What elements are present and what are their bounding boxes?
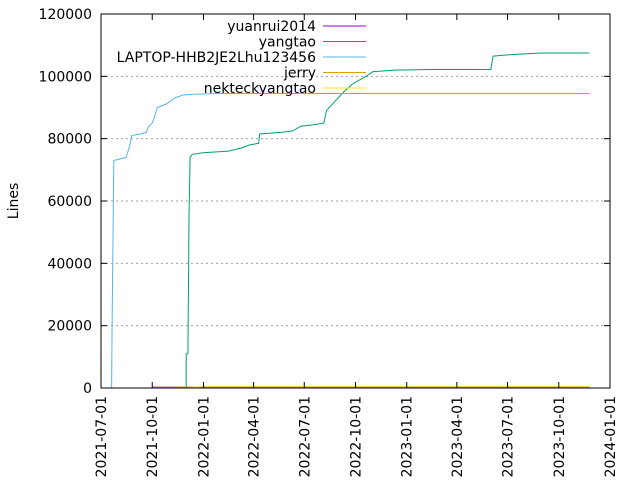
x-tick-label: 2021-07-01 (94, 396, 110, 477)
x-tick-label: 2023-04-01 (450, 396, 466, 477)
x-tick-label: 2022-04-01 (247, 396, 263, 477)
legend-label: jerry (283, 66, 316, 82)
x-tick-label: 2022-07-01 (297, 396, 313, 477)
y-tick-label: 60000 (47, 194, 92, 210)
y-tick-label: 0 (83, 381, 92, 397)
y-tick-label: 20000 (47, 319, 92, 335)
x-tick-label: 2022-01-01 (196, 396, 212, 477)
y-axis-label: Lines (6, 183, 22, 219)
x-tick-label: 2023-01-01 (400, 396, 416, 477)
x-tick-label: 2021-10-01 (145, 396, 161, 477)
y-axis: 0 20000 40000 60000 80000 100000 120000 (39, 7, 610, 397)
legend-label: yuanrui2014 (227, 19, 316, 35)
x-tick-label: 2023-07-01 (501, 396, 517, 477)
y-tick-label: 40000 (47, 256, 92, 272)
y-tick-label: 80000 (47, 132, 92, 148)
legend: yuanrui2014yangtaoLAPTOP-HHB2JE2Lhu12345… (117, 19, 366, 97)
x-tick-label: 2023-10-01 (552, 396, 568, 477)
series-lines (111, 52, 590, 389)
legend-label: nekteckyangtao (204, 81, 316, 97)
legend-label: yangtao (259, 35, 316, 51)
series-line-3 (111, 93, 590, 389)
x-tick-label: 2024-01-01 (603, 396, 619, 477)
x-axis: 2021-07-01 2021-10-01 2022-01-01 2022-04-01… (94, 14, 619, 477)
y-tick-label: 100000 (39, 69, 92, 85)
x-tick-label: 2022-10-01 (349, 396, 365, 477)
grid-lines (101, 75, 610, 327)
legend-label: LAPTOP-HHB2JE2Lhu123456 (117, 50, 316, 66)
y-tick-label: 120000 (39, 7, 92, 23)
series-line-2 (152, 52, 590, 389)
